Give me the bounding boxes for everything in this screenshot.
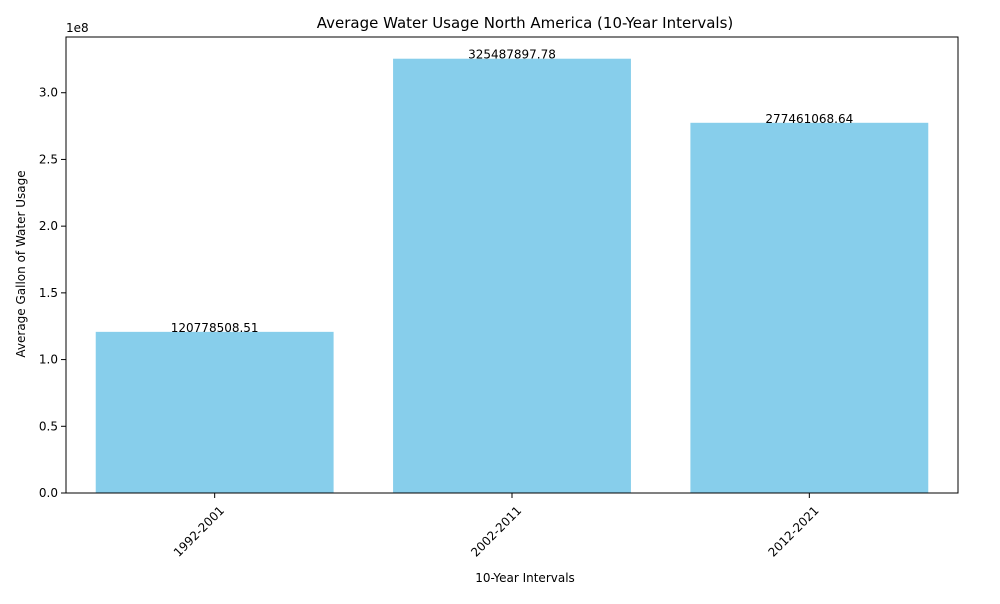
y-tick-label-5: 2.5 [39, 152, 58, 166]
y-tick-label-4: 2.0 [39, 219, 58, 233]
data-label-1992-2001: 120778508.51 [171, 321, 259, 335]
data-label-2002-2011: 325487897.78 [468, 48, 556, 62]
y-axis-offset-label: 1e8 [66, 21, 89, 35]
y-tick-label-1: 0.5 [39, 419, 58, 433]
data-labels-layer: 120778508.51 325487897.78 277461068.64 [171, 48, 853, 335]
plot-frame [65, 36, 959, 494]
y-tick-label-2: 1.0 [39, 353, 58, 367]
y-tick-label-3: 1.5 [39, 286, 58, 300]
bars-layer [95, 58, 929, 494]
chart-title: Average Water Usage North America (10-Ye… [317, 14, 734, 32]
x-tick-label-2012-2021: 2012-2021 [766, 503, 822, 559]
x-tick-label-1992-2001: 1992-2001 [171, 503, 227, 559]
y-tick-label-6: 3.0 [39, 86, 58, 100]
data-label-2012-2021: 277461068.64 [765, 112, 853, 126]
y-axis-label: Average Gallon of Water Usage [14, 170, 28, 357]
x-tick-label-2002-2011: 2002-2011 [468, 503, 524, 559]
x-axis-label: 10-Year Intervals [475, 571, 575, 585]
bar-2012-2021 [690, 122, 929, 494]
bar-2002-2011 [393, 58, 631, 493]
bar-1992-2001 [95, 331, 334, 493]
y-tick-label-0: 0.0 [39, 486, 58, 500]
